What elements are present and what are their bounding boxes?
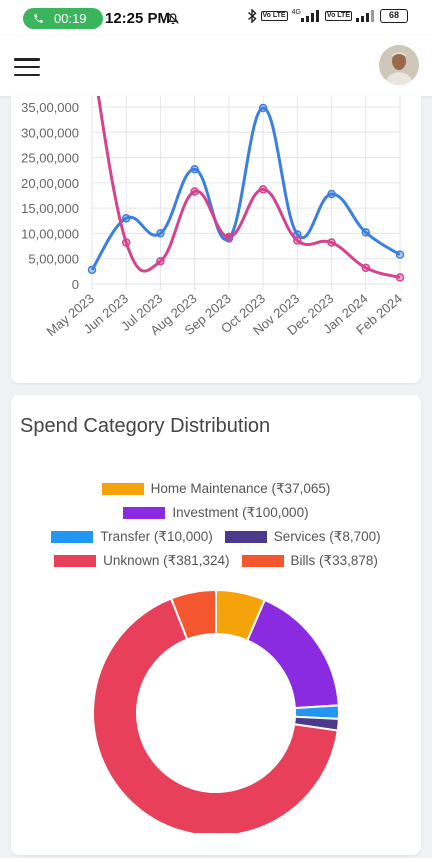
y-tick-label: 30,00,000: [21, 125, 79, 140]
signal-1-icon: [300, 10, 319, 22]
legend-swatch: [101, 483, 144, 495]
data-point[interactable]: [395, 273, 405, 282]
donut-slice-2[interactable]: [246, 598, 340, 710]
user-avatar[interactable]: [379, 45, 419, 85]
y-tick-label: 0: [72, 277, 79, 292]
data-point[interactable]: [361, 228, 371, 237]
hamburger-menu-icon[interactable]: [14, 58, 40, 76]
data-point[interactable]: [121, 214, 131, 223]
legend-label: Transfer (₹10,000): [100, 529, 213, 544]
legend-item-services[interactable]: Services (₹8,700): [224, 529, 381, 545]
legend-item-bills[interactable]: Bills (₹33,878): [241, 553, 378, 569]
monthly-spend-line-chart: 0 5,00,000 10,00,000 15,00,000 20,00,000 25,0…: [21, 96, 405, 339]
data-point[interactable]: [258, 103, 268, 113]
spend-category-donut-chart: [92, 588, 340, 833]
bluetooth-icon: [247, 9, 257, 23]
donut-slice-5[interactable]: [92, 597, 339, 833]
data-point[interactable]: [156, 229, 165, 238]
data-point[interactable]: [156, 256, 165, 266]
data-point[interactable]: [258, 185, 268, 194]
legend-swatch: [224, 531, 267, 543]
y-tick-label: 15,00,000: [21, 201, 79, 216]
data-point[interactable]: [361, 263, 371, 273]
data-point[interactable]: [224, 232, 234, 242]
legend-swatch: [54, 555, 97, 567]
y-tick-label: 20,00,000: [21, 176, 79, 191]
y-tick-label: 25,00,000: [21, 151, 79, 166]
data-point[interactable]: [121, 238, 131, 247]
legend-item-home-maintenance[interactable]: Home Maintenance (₹37,065): [101, 481, 331, 497]
data-point[interactable]: [395, 250, 405, 259]
status-bar: 00:19 12:25 PM Vo LTE 4G Vo LTE 68: [0, 0, 432, 36]
data-point[interactable]: [293, 236, 302, 245]
y-tick-label: 35,00,000: [21, 100, 79, 115]
battery-icon: 68: [380, 9, 408, 23]
data-point[interactable]: [327, 189, 336, 199]
app-header: [0, 36, 432, 96]
volte-2-icon: Vo LTE: [324, 11, 352, 21]
pie-legend: Home Maintenance (₹37,065) Investment (₹…: [11, 477, 421, 573]
legend-label: Home Maintenance (₹37,065): [150, 481, 331, 496]
signal-2-icon: [356, 10, 374, 22]
y-tick-label: 5,00,000: [28, 252, 79, 267]
volte-1-icon: Vo LTE: [260, 11, 288, 21]
data-point[interactable]: [327, 238, 336, 247]
legend-label: Bills (₹33,878): [290, 553, 378, 568]
y-tick-label: 10,00,000: [21, 226, 79, 241]
legend-item-investment[interactable]: Investment (₹100,000): [123, 505, 309, 521]
card-title: Spend Category Distribution: [20, 415, 271, 437]
phone-icon: [34, 14, 43, 23]
ongoing-call-pill[interactable]: 00:19: [23, 8, 103, 29]
monthly-spend-line-chart-card: 0 5,00,000 10,00,000 15,00,000 20,00,000 25,0…: [11, 96, 421, 383]
donut-slice-6[interactable]: [169, 588, 217, 641]
legend-label: Investment (₹100,000): [172, 505, 309, 520]
spend-category-distribution-card: Spend Category Distribution Home Mainten…: [11, 395, 421, 855]
call-duration: 00:19: [54, 11, 87, 26]
clock: 12:25 PM: [105, 10, 171, 27]
data-point[interactable]: [190, 187, 199, 196]
network-4g-label: 4G: [291, 8, 301, 16]
legend-swatch: [51, 531, 94, 543]
legend-swatch: [241, 555, 284, 567]
data-point[interactable]: [87, 265, 97, 275]
legend-item-transfer[interactable]: Transfer (₹10,000): [51, 529, 213, 545]
legend-label: Unknown (₹381,324): [103, 553, 230, 568]
data-point[interactable]: [190, 164, 199, 174]
legend-item-unknown[interactable]: Unknown (₹381,324): [54, 553, 230, 569]
legend-label: Services (₹8,700): [273, 529, 381, 544]
notifications-muted-icon: [167, 12, 179, 24]
legend-swatch: [123, 507, 166, 519]
system-icons: Vo LTE 4G Vo LTE 68: [247, 8, 408, 23]
series-line-2: [96, 96, 401, 279]
